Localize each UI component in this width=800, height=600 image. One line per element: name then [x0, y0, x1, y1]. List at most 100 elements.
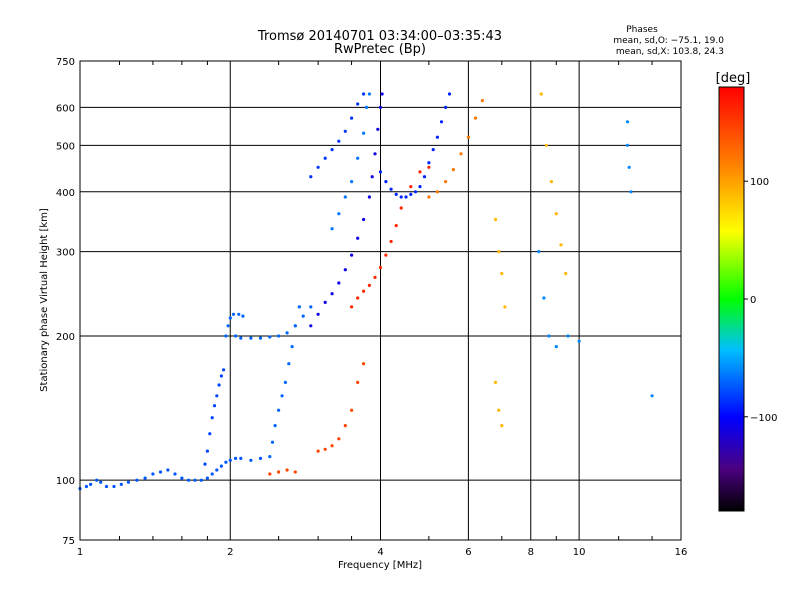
- data-point: [427, 195, 431, 199]
- data-point: [126, 480, 130, 484]
- data-point: [399, 195, 403, 199]
- data-point: [199, 478, 203, 482]
- data-point: [337, 281, 341, 285]
- data-point: [258, 456, 263, 460]
- data-point: [384, 180, 388, 184]
- data-point: [293, 470, 297, 474]
- data-point: [493, 380, 498, 384]
- data-point: [435, 135, 439, 139]
- data-point: [217, 383, 221, 387]
- data-point: [629, 190, 633, 194]
- data-point: [350, 116, 354, 120]
- y-tick-label: 750: [56, 57, 75, 68]
- data-point: [444, 180, 448, 184]
- data-point: [323, 300, 327, 304]
- colorbar-tick-label: 100: [750, 177, 769, 188]
- data-point: [143, 476, 147, 480]
- data-point: [293, 324, 297, 328]
- data-point: [234, 456, 238, 460]
- data-point: [205, 449, 209, 453]
- data-point: [362, 362, 366, 366]
- data-point: [435, 190, 439, 194]
- phase-info-title: Phases: [626, 25, 658, 35]
- data-point: [376, 127, 380, 131]
- data-point: [447, 92, 452, 96]
- data-point: [500, 424, 504, 428]
- x-tick-label: 16: [675, 547, 688, 558]
- data-point: [330, 444, 334, 448]
- data-point: [427, 165, 431, 169]
- colorbar-label: [deg]: [716, 71, 751, 86]
- data-point: [241, 314, 245, 318]
- data-point: [239, 336, 243, 340]
- data-point: [187, 478, 191, 482]
- data-point: [277, 470, 281, 474]
- data-point: [544, 143, 549, 147]
- colorbar: [718, 86, 745, 512]
- data-point: [542, 296, 546, 300]
- data-point: [285, 468, 289, 472]
- data-point: [497, 408, 501, 412]
- data-point: [219, 374, 223, 378]
- data-point: [451, 168, 455, 172]
- data-point: [205, 476, 209, 480]
- data-point: [356, 296, 360, 300]
- data-point: [378, 265, 383, 270]
- data-point: [399, 206, 403, 210]
- data-point: [268, 455, 272, 459]
- data-point: [389, 239, 393, 244]
- data-point: [316, 449, 320, 453]
- data-point: [89, 482, 93, 486]
- data-point: [350, 305, 354, 309]
- data-point: [378, 170, 383, 174]
- y-axis-label: Stationary phase Virtual Height [km]: [39, 208, 50, 392]
- y-tick-label: 100: [56, 476, 75, 487]
- data-point: [249, 336, 253, 340]
- data-point: [180, 476, 184, 480]
- data-point: [273, 424, 277, 428]
- y-tick-label: 75: [62, 536, 75, 547]
- data-point: [323, 156, 327, 160]
- data-point: [210, 472, 214, 476]
- colorbar-ticks: 100 0 −100: [744, 177, 777, 424]
- data-point: [210, 416, 214, 420]
- data-point: [439, 120, 444, 124]
- data-point: [356, 102, 360, 106]
- data-point: [268, 335, 272, 339]
- data-point: [422, 175, 427, 179]
- data-point: [559, 243, 563, 247]
- data-point: [112, 484, 116, 489]
- data-point: [84, 484, 88, 489]
- phase-info-o: mean, sd,O: −75.1, 19.0: [613, 36, 724, 46]
- data-point: [394, 192, 398, 196]
- data-point: [280, 394, 284, 398]
- data-point: [104, 484, 109, 489]
- data-point: [309, 175, 313, 179]
- data-point: [362, 92, 366, 96]
- phase-info-x: mean, sd,X: 103.8, 24.3: [616, 47, 724, 57]
- y-tick-labels: 75 100 200 300 400 500 600 750: [56, 57, 75, 547]
- data-point: [226, 324, 230, 328]
- plot-frame: [79, 60, 682, 541]
- data-point: [337, 212, 341, 216]
- data-point: [301, 314, 305, 318]
- data-point: [208, 432, 212, 436]
- data-point: [309, 305, 313, 309]
- data-point: [389, 187, 393, 191]
- data-point: [409, 192, 413, 196]
- data-point: [330, 227, 334, 231]
- data-point: [224, 334, 228, 338]
- data-point: [343, 129, 347, 133]
- data-point: [427, 161, 431, 165]
- data-point: [193, 478, 197, 482]
- data-point: [316, 165, 320, 169]
- chart-title: Tromsø 20140701 03:34:00–03:35:43: [257, 29, 502, 44]
- x-tick-label: 10: [573, 547, 586, 558]
- data-point: [212, 404, 217, 408]
- data-point: [297, 305, 301, 309]
- y-tick-label: 400: [56, 188, 75, 199]
- data-point: [373, 275, 377, 279]
- data-point: [277, 408, 281, 412]
- data-point: [203, 462, 207, 466]
- data-point: [409, 185, 413, 189]
